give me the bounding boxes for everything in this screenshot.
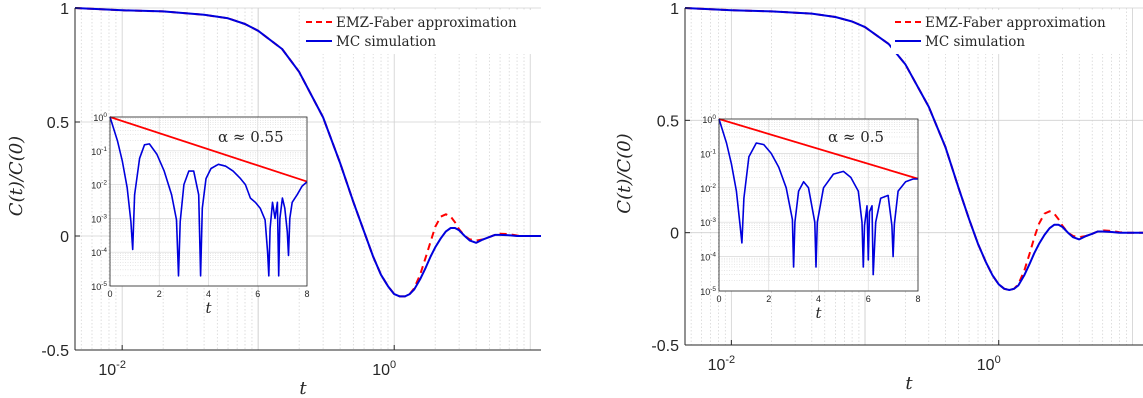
x-tick-base: 10	[977, 357, 995, 374]
legend-label: EMZ-Faber approximation	[336, 15, 517, 31]
x-tick-label: 10-2	[708, 354, 736, 374]
inset-y-tick-exponent: -1	[101, 146, 107, 153]
inset-y-tick-base: 10	[93, 113, 103, 123]
inset-y-tick-label: 10-4	[91, 247, 107, 258]
inset-x-tick-label: 6	[866, 294, 871, 304]
y-tick-label: 1	[60, 1, 69, 18]
inset-y-tick-base: 10	[700, 253, 710, 263]
legend-box	[302, 10, 532, 54]
inset-x-tick-label: 6	[255, 289, 260, 299]
x-tick-exponent: -2	[725, 354, 735, 366]
inset-y-tick-exponent: -4	[101, 247, 107, 254]
y-tick-label: -0.5	[651, 338, 679, 355]
inset-series-line	[718, 118, 918, 276]
minor-grid	[80, 8, 525, 350]
x-tick-exponent: 0	[390, 359, 396, 371]
inset-y-tick-exponent: 0	[103, 112, 107, 119]
inset-annotation: α ≈ 0.55	[218, 128, 284, 146]
inset-y-tick-exponent: -1	[710, 148, 716, 155]
inset-y-tick-exponent: -3	[710, 217, 716, 224]
inset-y-tick-label: 100	[93, 112, 107, 123]
inset-y-tick-label: 10-3	[700, 217, 716, 228]
y-axis-label: C(t)/C(0)	[614, 133, 635, 213]
inset-y-tick-base: 10	[91, 147, 101, 157]
x-tick-label: 100	[372, 359, 396, 379]
inset-frame	[109, 116, 308, 287]
inset-y-tick-label: 10-2	[700, 183, 716, 194]
inset-y-tick-label: 10-1	[700, 148, 716, 159]
inset-y-tick-base: 10	[91, 214, 101, 224]
inset-y-tick-base: 10	[700, 218, 710, 228]
inset-y-tick-exponent: -3	[101, 213, 107, 220]
inset-series-line	[109, 116, 308, 277]
inset-y-tick-base: 10	[700, 149, 710, 159]
x-tick-base: 10	[372, 362, 390, 379]
inset-y-tick-base: 10	[91, 181, 101, 191]
inset-y-tick-exponent: -5	[101, 281, 107, 288]
inset-major-grid	[109, 116, 308, 287]
inset-y-tick-base: 10	[702, 115, 712, 125]
inset-x-tick-label: 0	[716, 294, 721, 304]
x-tick-label: 100	[977, 354, 1001, 374]
legend-box	[891, 10, 1121, 54]
y-tick-label: 1	[670, 1, 679, 18]
series-line-mc-simulation	[684, 7, 1143, 291]
y-axis-label: C(t)/C(0)	[6, 136, 27, 216]
inset-y-tick-label: 10-3	[91, 213, 107, 224]
inset-y-tick-base: 10	[700, 184, 710, 194]
inset-frame	[718, 118, 919, 292]
inset-y-tick-exponent: 0	[712, 114, 716, 121]
inset-x-tick-label: 0	[107, 289, 112, 299]
inset-y-tick-exponent: -2	[101, 180, 107, 187]
legend: EMZ-Faber approximation MC simulation	[891, 10, 1121, 54]
legend-label: MC simulation	[925, 34, 1025, 50]
inset-y-tick-exponent: -2	[710, 183, 716, 190]
inset-x-tick-label: 2	[157, 289, 162, 299]
inset-y-tick-exponent: -5	[710, 286, 716, 293]
x-tick-base: 10	[708, 357, 726, 374]
inset-x-axis-label: t	[205, 299, 212, 317]
inset-fit-line	[109, 116, 308, 183]
inset-y-tick-base: 10	[91, 248, 101, 258]
inset-y-tick-exponent: -4	[710, 252, 716, 259]
y-tick-label: 0	[60, 229, 69, 246]
y-tick-label: 0	[670, 226, 679, 243]
inset-y-tick-label: 10-4	[700, 252, 716, 263]
inset-y-tick-label: 10-2	[91, 180, 107, 191]
legend-label: MC simulation	[336, 34, 436, 50]
inset-x-tick-label: 2	[766, 294, 771, 304]
x-tick-exponent: -2	[116, 359, 126, 371]
inset-annotation: α ≈ 0.5	[828, 128, 884, 146]
y-tick-label: -0.5	[41, 343, 69, 360]
x-tick-base: 10	[98, 362, 116, 379]
x-axis-label: t	[905, 373, 913, 394]
inset-x-tick-label: 4	[816, 294, 821, 304]
x-tick-exponent: 0	[995, 354, 1001, 366]
y-tick-label: 0.5	[47, 115, 69, 132]
inset-x-axis-label: t	[815, 304, 822, 322]
inset-x-tick-label: 8	[915, 294, 920, 304]
inset-y-tick-label: 10-5	[700, 286, 716, 297]
inset-y-tick-label: 100	[702, 114, 716, 125]
inset-x-tick-label: 8	[304, 289, 309, 299]
y-tick-label: 0.5	[657, 113, 679, 130]
inset-y-tick-base: 10	[700, 287, 710, 297]
series-line-mc-simulation	[74, 7, 541, 298]
inset-fit-line	[718, 118, 919, 180]
inset-y-tick-label: 10-5	[91, 281, 107, 292]
inset-y-tick-label: 10-1	[91, 146, 107, 157]
inset-x-tick-label: 4	[206, 289, 211, 299]
legend-label: EMZ-Faber approximation	[925, 15, 1106, 31]
inset-minor-grid	[719, 120, 918, 281]
legend: EMZ-Faber approximation MC simulation	[302, 10, 532, 54]
inset-y-tick-base: 10	[91, 282, 101, 292]
x-axis-label: t	[299, 378, 307, 398]
x-tick-label: 10-2	[98, 359, 126, 379]
